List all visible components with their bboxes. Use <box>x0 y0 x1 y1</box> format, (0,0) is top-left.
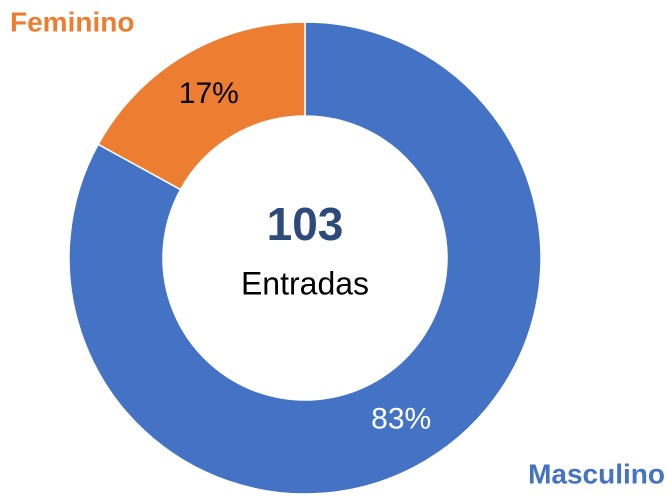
value-label: 83% <box>371 403 431 436</box>
category-label: Masculino <box>528 458 665 489</box>
donut-slice <box>68 21 542 495</box>
category-label: Feminino <box>10 6 134 37</box>
donut-slice <box>97 21 306 191</box>
center-label: Entradas <box>241 265 369 301</box>
value-label: 17% <box>179 77 239 110</box>
center-value: 103 <box>267 198 344 250</box>
